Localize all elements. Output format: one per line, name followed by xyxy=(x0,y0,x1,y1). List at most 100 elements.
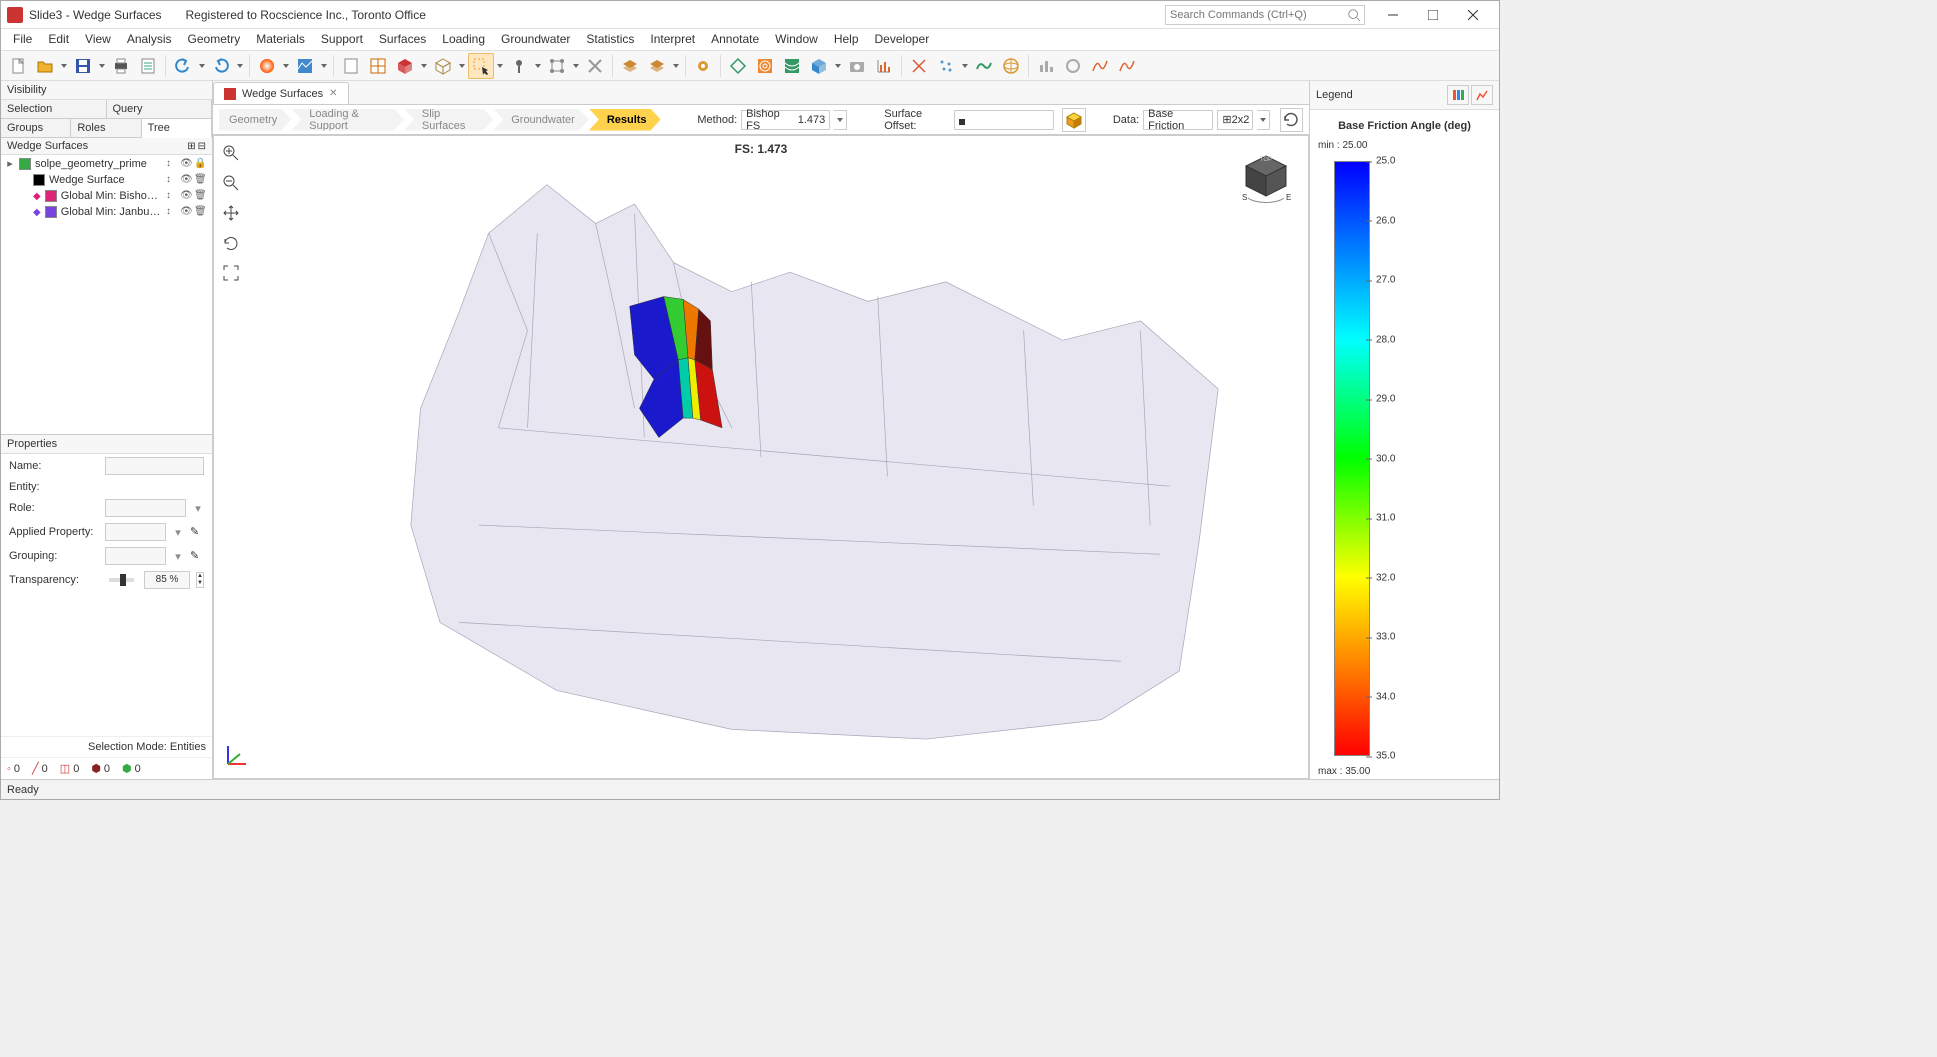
diamond-icon[interactable] xyxy=(725,53,751,79)
tree-item[interactable]: ▸solpe_geometry_prime↕👁🔒 xyxy=(1,155,212,172)
curve1-icon[interactable] xyxy=(1087,53,1113,79)
transform-icon-dropdown[interactable] xyxy=(571,53,581,79)
dots-icon-dropdown[interactable] xyxy=(960,53,970,79)
transparency-slider[interactable] xyxy=(109,578,134,582)
dropdown-arrow-icon[interactable]: ▾ xyxy=(192,502,204,515)
tree-action-icon[interactable]: 👁 xyxy=(180,190,192,202)
close-tab-icon[interactable]: ✕ xyxy=(329,88,337,99)
compute-icon[interactable] xyxy=(690,53,716,79)
prop-input[interactable] xyxy=(105,547,166,565)
report-icon[interactable] xyxy=(135,53,161,79)
contour1-icon[interactable] xyxy=(752,53,778,79)
delete-x-icon[interactable] xyxy=(582,53,608,79)
menu-statistics[interactable]: Statistics xyxy=(578,29,642,50)
tree-action-icon[interactable]: ↕ xyxy=(166,158,178,170)
tree-action-icon[interactable]: 🗑 xyxy=(194,190,206,202)
dropdown-arrow-icon[interactable]: ▾ xyxy=(172,526,184,539)
terrain-icon-dropdown[interactable] xyxy=(319,53,329,79)
tree-twisty-icon[interactable]: ▸ xyxy=(5,157,15,170)
view-cube-button[interactable] xyxy=(1062,108,1085,132)
terrain-icon[interactable] xyxy=(292,53,318,79)
menu-analysis[interactable]: Analysis xyxy=(119,29,180,50)
workflow-step-loading-support[interactable]: Loading & Support xyxy=(291,109,404,131)
menu-file[interactable]: File xyxy=(5,29,40,50)
tree-item[interactable]: ◆Global Min: Bishop - 1.473↕👁🗑 xyxy=(1,188,212,204)
menu-view[interactable]: View xyxy=(77,29,119,50)
minimize-button[interactable] xyxy=(1373,1,1413,29)
arrows-out-icon[interactable] xyxy=(906,53,932,79)
tab-groups[interactable]: Groups xyxy=(1,119,71,137)
tree-action-icon[interactable]: ↕ xyxy=(166,174,178,186)
command-search-input[interactable] xyxy=(1165,5,1365,25)
curve2-icon[interactable] xyxy=(1114,53,1140,79)
camera-icon[interactable] xyxy=(844,53,870,79)
prop-input[interactable] xyxy=(105,523,166,541)
layers2-icon[interactable] xyxy=(644,53,670,79)
tab-query[interactable]: Query xyxy=(107,100,213,118)
tree-action-icon[interactable]: ↕ xyxy=(166,190,178,202)
tree-collapse-icon[interactable]: ⊟ xyxy=(198,141,206,152)
tree-action-icon[interactable]: 🗑 xyxy=(194,174,206,186)
workflow-step-slip-surfaces[interactable]: Slip Surfaces xyxy=(404,109,493,131)
maximize-button[interactable] xyxy=(1413,1,1453,29)
menu-support[interactable]: Support xyxy=(313,29,371,50)
redo-icon-dropdown[interactable] xyxy=(235,53,245,79)
pencil-icon[interactable]: ✎ xyxy=(190,549,204,563)
pencil-icon[interactable]: ✎ xyxy=(190,525,204,539)
workflow-step-groundwater[interactable]: Groundwater xyxy=(493,109,589,131)
close-button[interactable] xyxy=(1453,1,1493,29)
viewport-3d[interactable]: FS: 1.473 xyxy=(213,135,1309,779)
save-icon-dropdown[interactable] xyxy=(97,53,107,79)
data-dropdown-arrow[interactable] xyxy=(1257,110,1270,130)
save-icon[interactable] xyxy=(70,53,96,79)
dropdown-arrow-icon[interactable]: ▾ xyxy=(172,550,184,563)
menu-interpret[interactable]: Interpret xyxy=(642,29,703,50)
menu-geometry[interactable]: Geometry xyxy=(180,29,249,50)
chart-icon[interactable] xyxy=(871,53,897,79)
contour2-icon[interactable] xyxy=(779,53,805,79)
refresh-button[interactable] xyxy=(1280,108,1303,132)
wave-icon[interactable] xyxy=(971,53,997,79)
grid-icon[interactable] xyxy=(365,53,391,79)
prop-input[interactable] xyxy=(105,457,204,475)
tab-tree[interactable]: Tree xyxy=(142,119,212,138)
cube-wire-icon-dropdown[interactable] xyxy=(457,53,467,79)
method-dropdown[interactable]: Bishop FS 1.473 xyxy=(741,110,830,130)
globe-icon[interactable] xyxy=(998,53,1024,79)
tab-selection[interactable]: Selection xyxy=(1,100,107,118)
menu-developer[interactable]: Developer xyxy=(867,29,938,50)
workflow-step-results[interactable]: Results xyxy=(589,109,661,131)
color-wheel-icon-dropdown[interactable] xyxy=(281,53,291,79)
open-folder-icon[interactable] xyxy=(32,53,58,79)
legend-settings-button[interactable] xyxy=(1447,85,1469,105)
tree-item[interactable]: ◆Global Min: Janbu - 1.448↕👁🗑 xyxy=(1,204,212,220)
method-dropdown-arrow[interactable] xyxy=(834,110,847,130)
tree-view[interactable]: ▸solpe_geometry_prime↕👁🔒Wedge Surface↕👁🗑… xyxy=(1,155,212,435)
tree-action-icon[interactable]: 👁 xyxy=(180,174,192,186)
pin-icon-dropdown[interactable] xyxy=(533,53,543,79)
transform-icon[interactable] xyxy=(544,53,570,79)
menu-surfaces[interactable]: Surfaces xyxy=(371,29,434,50)
menu-groundwater[interactable]: Groundwater xyxy=(493,29,578,50)
print-icon[interactable] xyxy=(108,53,134,79)
layers2-icon-dropdown[interactable] xyxy=(671,53,681,79)
menu-window[interactable]: Window xyxy=(767,29,826,50)
tree-action-icon[interactable]: 👁 xyxy=(180,158,192,170)
data-grid-dropdown[interactable]: ⊞ 2x2 xyxy=(1217,110,1252,130)
new-file-icon[interactable] xyxy=(5,53,31,79)
tree-expand-icon[interactable]: ⊞ xyxy=(187,141,195,152)
menu-edit[interactable]: Edit xyxy=(40,29,77,50)
dots-icon[interactable] xyxy=(933,53,959,79)
document-tab[interactable]: Wedge Surfaces ✕ xyxy=(213,82,349,104)
cube-red-icon-dropdown[interactable] xyxy=(419,53,429,79)
tree-item[interactable]: Wedge Surface↕👁🗑 xyxy=(1,172,212,188)
menu-materials[interactable]: Materials xyxy=(248,29,313,50)
surface-offset-slider[interactable] xyxy=(954,110,1054,130)
cube3d-icon[interactable] xyxy=(806,53,832,79)
color-wheel-icon[interactable] xyxy=(254,53,280,79)
menu-loading[interactable]: Loading xyxy=(434,29,493,50)
cube3d-icon-dropdown[interactable] xyxy=(833,53,843,79)
select-arrow-icon[interactable] xyxy=(468,53,494,79)
tree-action-icon[interactable]: 🗑 xyxy=(194,206,206,218)
layers1-icon[interactable] xyxy=(617,53,643,79)
